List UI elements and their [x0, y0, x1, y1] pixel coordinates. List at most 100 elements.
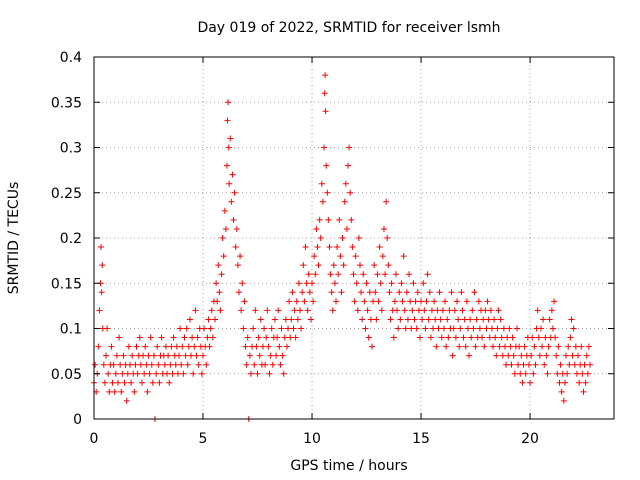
data-point — [583, 352, 590, 359]
y-tick-label: 0.4 — [60, 50, 82, 66]
data-point — [198, 370, 205, 377]
data-point — [314, 244, 321, 251]
data-point — [468, 334, 475, 341]
data-point — [467, 316, 474, 323]
data-point — [388, 280, 395, 287]
data-point — [310, 298, 317, 305]
data-point — [305, 271, 312, 278]
data-point — [324, 189, 331, 196]
data-point — [271, 316, 278, 323]
data-point — [442, 298, 449, 305]
data-point — [102, 352, 109, 359]
data-point — [183, 325, 190, 332]
data-point — [410, 280, 417, 287]
data-point — [129, 352, 136, 359]
data-point — [214, 298, 221, 305]
data-point — [156, 379, 163, 386]
data-point — [473, 316, 480, 323]
data-point — [276, 343, 283, 350]
data-point — [504, 334, 511, 341]
data-point — [304, 307, 311, 314]
data-point — [250, 325, 257, 332]
data-point — [555, 343, 562, 350]
data-point — [309, 280, 316, 287]
data-point — [281, 334, 288, 341]
data-point — [581, 361, 588, 368]
data-point — [509, 334, 516, 341]
data-point — [339, 235, 346, 241]
data-point — [513, 325, 520, 332]
data-point — [415, 307, 422, 314]
data-point — [585, 343, 592, 350]
data-point — [301, 298, 308, 305]
data-point — [373, 316, 380, 323]
data-point — [476, 325, 483, 332]
data-point — [486, 334, 493, 341]
data-point — [118, 388, 125, 395]
data-point — [201, 325, 208, 332]
data-point — [430, 325, 437, 332]
data-point — [125, 343, 132, 350]
data-point — [371, 262, 378, 269]
data-point — [95, 343, 102, 350]
data-point — [104, 325, 111, 332]
data-point — [346, 144, 353, 151]
data-point — [224, 117, 231, 124]
data-point — [215, 262, 222, 269]
data-point — [109, 379, 116, 386]
data-point — [269, 361, 276, 368]
data-point — [207, 325, 214, 332]
data-point — [121, 379, 128, 386]
data-point — [286, 298, 293, 305]
data-point — [458, 289, 465, 296]
data-point — [315, 262, 322, 269]
data-point — [564, 370, 571, 377]
x-axis-label: GPS time / hours — [290, 458, 407, 474]
data-point — [580, 388, 587, 395]
data-point — [97, 244, 104, 251]
data-point — [340, 262, 347, 269]
data-point — [525, 361, 532, 368]
data-point — [144, 388, 151, 395]
data-point — [421, 307, 428, 314]
data-point — [427, 334, 434, 341]
data-point — [318, 180, 325, 187]
data-point — [376, 244, 383, 251]
y-tick-label: 0 — [73, 412, 82, 428]
data-point — [234, 262, 241, 269]
data-point — [231, 189, 238, 196]
data-point — [180, 370, 187, 377]
data-point — [288, 316, 295, 323]
data-point — [487, 307, 494, 314]
data-point — [229, 171, 236, 178]
data-point — [397, 316, 404, 323]
data-point — [451, 307, 458, 314]
data-point — [485, 316, 492, 323]
data-point — [363, 280, 370, 287]
data-point — [227, 135, 234, 142]
data-point — [494, 325, 501, 332]
data-point — [379, 253, 386, 260]
data-point — [414, 289, 421, 296]
chart-title: Day 019 of 2022, SRMTID for receiver lsm… — [197, 20, 500, 36]
data-point — [399, 298, 406, 305]
data-point — [560, 397, 567, 404]
data-point — [99, 262, 106, 269]
data-point — [168, 343, 175, 350]
data-point — [492, 334, 499, 341]
data-point — [148, 361, 155, 368]
data-point — [572, 343, 579, 350]
data-point — [542, 334, 549, 341]
data-point — [401, 307, 408, 314]
data-point — [170, 334, 177, 341]
data-point — [395, 325, 402, 332]
data-point — [450, 325, 457, 332]
data-point — [402, 325, 409, 332]
data-point — [336, 216, 343, 223]
data-point — [100, 361, 107, 368]
data-point — [106, 388, 113, 395]
data-point — [212, 316, 219, 323]
data-point — [551, 298, 558, 305]
data-point — [218, 271, 225, 278]
